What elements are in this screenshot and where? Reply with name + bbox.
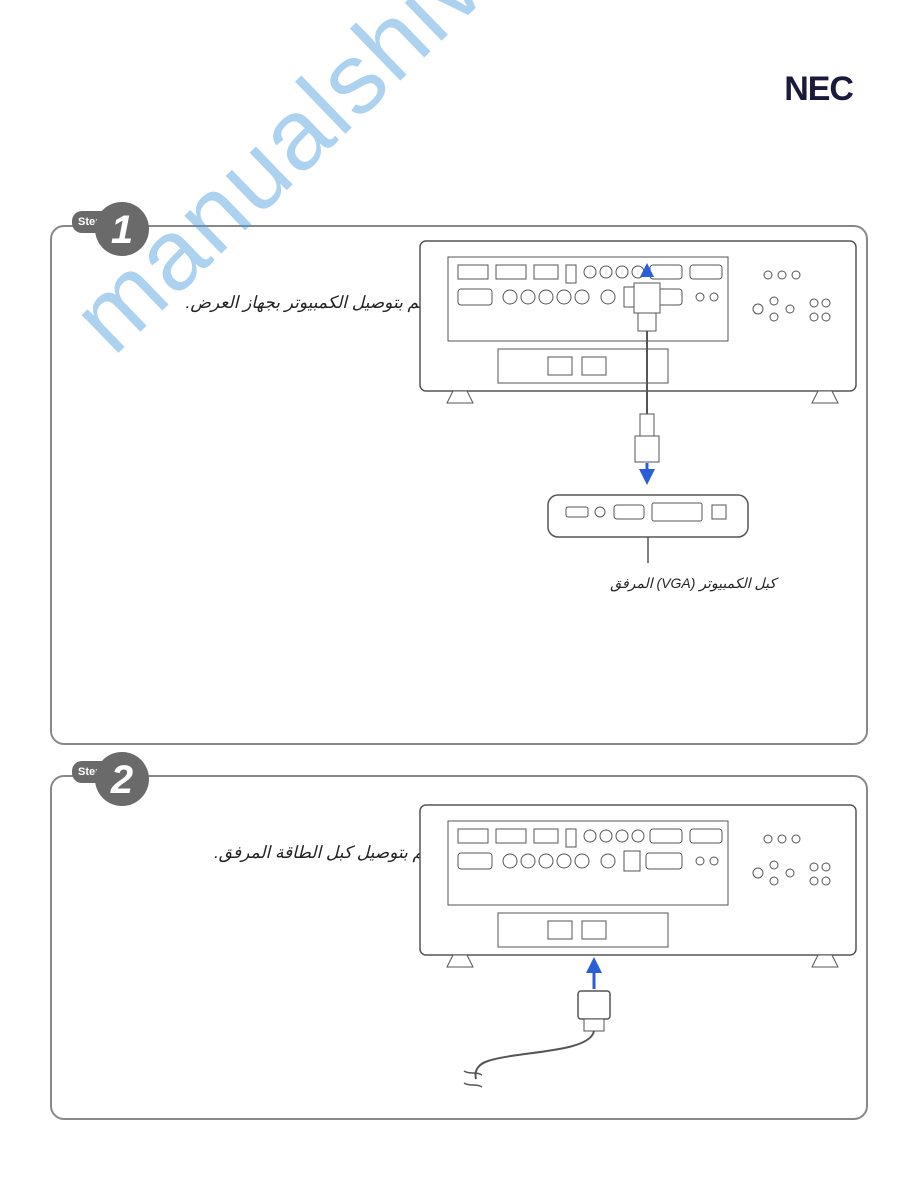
brand-logo: NEC [784, 70, 853, 109]
step-1-caption: كبل الكمبيوتر (VGA) المرفق [610, 575, 776, 592]
step-1-projector-diagram [418, 239, 858, 569]
step-1-number-text: 1 [111, 208, 133, 252]
step-2-panel: Step 2 قم بتوصيل كبل الطاقة المرفق. [50, 775, 868, 1120]
step-2-number-text: 2 [110, 758, 133, 802]
step-2-instruction: قم بتوصيل كبل الطاقة المرفق. [182, 843, 432, 863]
step-1-badge: 1 [94, 201, 150, 257]
step-1-instruction: قم بتوصيل الكمبيوتر بجهاز العرض. [137, 293, 427, 313]
step-1-panel: Step 1 قم بتوصيل الكمبيوتر بجهاز العرض. … [50, 225, 868, 745]
step-2-badge: 2 [94, 751, 150, 807]
step-2-projector-diagram [418, 803, 858, 1103]
